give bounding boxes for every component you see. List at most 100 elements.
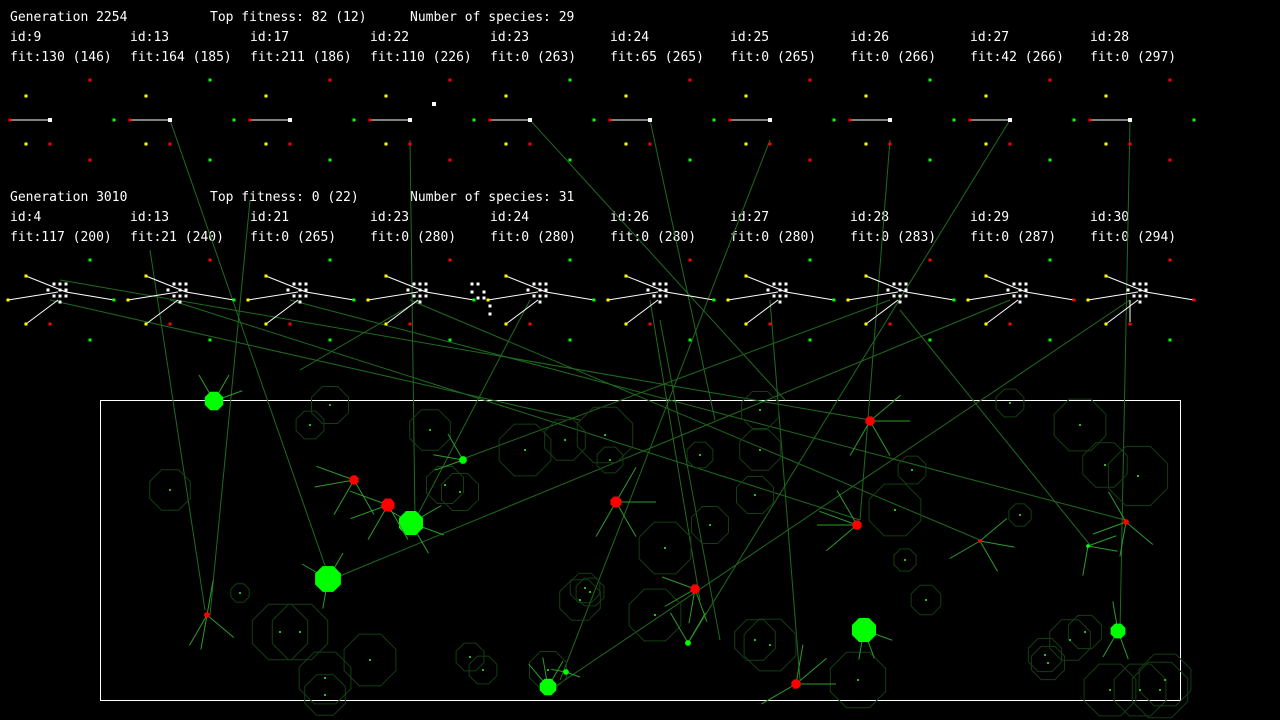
hidden-node	[482, 290, 486, 294]
sensor-line	[1092, 521, 1127, 535]
genome-connection	[305, 291, 355, 301]
food-pellet	[911, 469, 913, 471]
hidden-node	[184, 288, 188, 292]
input-node	[528, 142, 532, 146]
input-node	[864, 322, 868, 326]
hidden-node	[646, 288, 650, 292]
hidden-node	[1018, 288, 1022, 292]
food-sense-zone	[251, 603, 309, 661]
sensor-ray	[289, 299, 1126, 521]
sensor-line	[849, 420, 871, 456]
input-node	[208, 158, 212, 162]
hidden-node	[1126, 288, 1130, 292]
input-node	[144, 274, 148, 278]
hidden-node	[1138, 288, 1142, 292]
predator-creature	[204, 612, 210, 618]
hidden-node	[1138, 282, 1142, 286]
species-fitness-label: fit:0 (280)	[730, 230, 817, 245]
input-node	[966, 298, 970, 302]
input-node	[846, 298, 850, 302]
hidden-node	[178, 288, 182, 292]
hidden-node	[52, 294, 56, 298]
hidden-node	[1132, 294, 1136, 298]
hidden-node	[292, 282, 296, 286]
genome-connection	[367, 291, 419, 301]
sensor-line	[664, 588, 696, 607]
hidden-node	[304, 282, 308, 286]
hidden-node	[64, 288, 68, 292]
hidden-node	[64, 282, 68, 286]
food-sense-zone	[295, 410, 325, 440]
species-fitness-label: fit:0 (280)	[610, 230, 697, 245]
hidden-node	[166, 288, 170, 292]
hidden-node	[664, 294, 668, 298]
input-node	[528, 322, 532, 326]
hidden-node	[658, 288, 662, 292]
food-pellet	[604, 434, 606, 436]
food-pellet	[444, 484, 446, 486]
input-node	[624, 274, 628, 278]
food-pellet	[1069, 639, 1071, 641]
genome-connection	[785, 291, 835, 301]
output-node	[368, 118, 372, 122]
species-id-label: id:23	[370, 210, 410, 225]
hidden-node	[1012, 282, 1016, 286]
food-sense-zone	[304, 674, 346, 716]
herbivore-creature	[685, 640, 691, 646]
input-node	[864, 274, 868, 278]
hidden-node	[304, 294, 308, 298]
genome-connection	[1087, 291, 1139, 301]
hidden-node	[784, 294, 788, 298]
input-node	[712, 298, 716, 302]
hidden-node	[544, 282, 548, 286]
top-fitness-label: Top fitness: 82 (12)	[210, 10, 367, 25]
food-pellet	[904, 559, 906, 561]
input-node	[408, 142, 412, 146]
food-pellet	[894, 509, 896, 511]
sensor-line	[1087, 535, 1117, 547]
food-sense-zone	[743, 618, 797, 672]
input-node	[232, 118, 236, 122]
hidden-node	[904, 288, 908, 292]
input-node	[928, 338, 932, 342]
output-node	[728, 118, 732, 122]
hidden-node	[1138, 294, 1142, 298]
hidden-node	[766, 288, 770, 292]
hidden-node	[184, 282, 188, 286]
input-node	[568, 78, 572, 82]
food-sense-zone	[736, 476, 774, 514]
hidden-node	[886, 288, 890, 292]
hidden-node	[172, 294, 176, 298]
hidden-node	[772, 294, 776, 298]
hidden-node	[1024, 288, 1028, 292]
input-node	[888, 322, 892, 326]
sensor-line	[819, 510, 858, 526]
sensor-line	[694, 588, 708, 623]
sensor-ray	[329, 299, 1011, 581]
food-sense-zone	[686, 441, 714, 469]
food-sense-zone	[1138, 653, 1192, 707]
food-pellet	[759, 409, 761, 411]
input-node	[168, 142, 172, 146]
herbivore-creature	[204, 391, 224, 411]
hidden-node	[46, 288, 50, 292]
food-pellet	[1104, 464, 1106, 466]
sensor-line	[595, 501, 617, 537]
genome-connection	[1145, 291, 1195, 301]
food-sense-zone	[298, 651, 352, 705]
food-pellet	[1109, 689, 1111, 691]
sensor-ray	[649, 119, 716, 421]
food-sense-zone	[893, 548, 917, 572]
hidden-node	[904, 294, 908, 298]
sensor-ray	[409, 299, 981, 541]
food-pellet	[609, 459, 611, 461]
input-node	[112, 118, 116, 122]
species-id-label: id:9	[10, 30, 42, 45]
food-sense-zone	[910, 584, 942, 616]
predator-creature	[852, 520, 862, 530]
species-fitness-label: fit:164 (185)	[130, 50, 232, 65]
hidden-node	[58, 294, 62, 298]
hidden-node	[286, 288, 290, 292]
input-node	[1008, 142, 1012, 146]
food-pellet	[564, 439, 566, 441]
